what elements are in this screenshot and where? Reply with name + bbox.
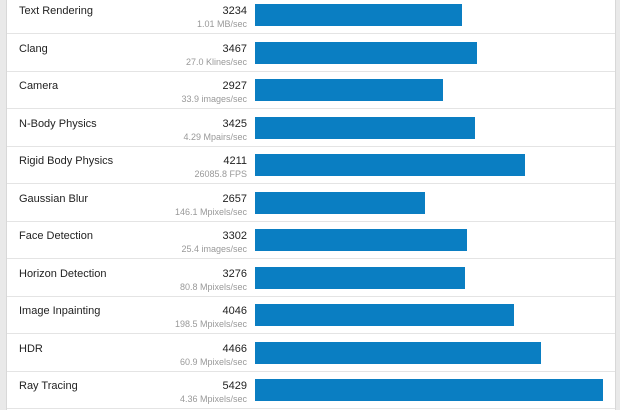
score-bar [255,229,467,251]
benchmark-detail: 60.9 Mpixels/sec [179,356,247,367]
score-bar [255,41,477,64]
benchmark-detail: 33.9 images/sec [181,94,247,104]
benchmark-results-panel: Text Rendering 3234 1.01 MB/sec Clang 3467 27… [6,0,616,410]
benchmark-detail: 25.4 images/sec [181,244,247,254]
benchmark-detail: 80.8 Mpixels/sec [179,281,247,292]
score-bar [255,79,443,101]
benchmark-name: Image Inpainting [19,305,101,317]
score-bar [255,266,465,289]
benchmark-row: Rigid Body Physics 4211 26085.8 FPS [7,147,615,184]
score-bar [255,379,603,401]
benchmark-score: 3467 [222,42,247,55]
benchmark-row: Face Detection 3302 25.4 images/sec [7,222,615,259]
benchmark-score: 4046 [222,305,247,317]
score-bar [255,304,514,326]
benchmark-detail: 146.1 Mpixels/sec [174,206,247,217]
benchmark-name: Gaussian Blur [19,192,89,205]
benchmark-row: Image Inpainting 4046 198.5 Mpixels/sec [7,297,615,334]
benchmark-detail: 198.5 Mpixels/sec [174,319,247,329]
benchmark-name: N-Body Physics [19,117,97,130]
score-bar [255,341,541,364]
benchmark-detail: 4.29 Mpairs/sec [183,131,247,142]
benchmark-row: N-Body Physics 3425 4.29 Mpairs/sec [7,110,615,147]
score-bar [255,4,462,26]
benchmark-score: 3234 [222,5,247,17]
benchmark-name: Clang [19,42,48,55]
benchmark-row: Ray Tracing 5429 4.36 Mpixels/sec [7,372,615,409]
benchmark-name: Text Rendering [19,5,93,17]
benchmark-row: Clang 3467 27.0 Klines/sec [7,35,615,72]
benchmark-row: Text Rendering 3234 1.01 MB/sec [7,0,615,34]
benchmark-detail: 4.36 Mpixels/sec [179,394,247,404]
benchmark-score: 4466 [222,342,247,355]
benchmark-score: 2927 [222,80,247,92]
benchmark-row: Gaussian Blur 2657 146.1 Mpixels/sec [7,185,615,222]
benchmark-row: Horizon Detection 3276 80.8 Mpixels/sec [7,260,615,297]
score-bar [255,191,425,214]
benchmark-name: Ray Tracing [19,380,78,392]
score-bar [255,116,475,139]
benchmark-name: Camera [19,80,59,92]
benchmark-detail: 1.01 MB/sec [196,19,247,29]
benchmark-row: Camera 2927 33.9 images/sec [7,72,615,109]
benchmark-name: Rigid Body Physics [19,155,114,167]
benchmark-name: Horizon Detection [19,267,107,280]
benchmark-score: 2657 [222,192,247,205]
score-bar [255,154,525,176]
benchmark-score: 5429 [222,380,247,392]
benchmark-score: 3425 [222,117,247,130]
benchmark-name: Face Detection [19,230,93,242]
benchmark-score: 3302 [222,230,247,242]
benchmark-detail: 26085.8 FPS [194,169,247,179]
benchmark-row: HDR 4466 60.9 Mpixels/sec [7,335,615,372]
benchmark-score: 3276 [222,267,247,280]
benchmark-detail: 27.0 Klines/sec [185,56,247,67]
benchmark-score: 4211 [223,155,247,167]
benchmark-name: HDR [19,342,43,355]
